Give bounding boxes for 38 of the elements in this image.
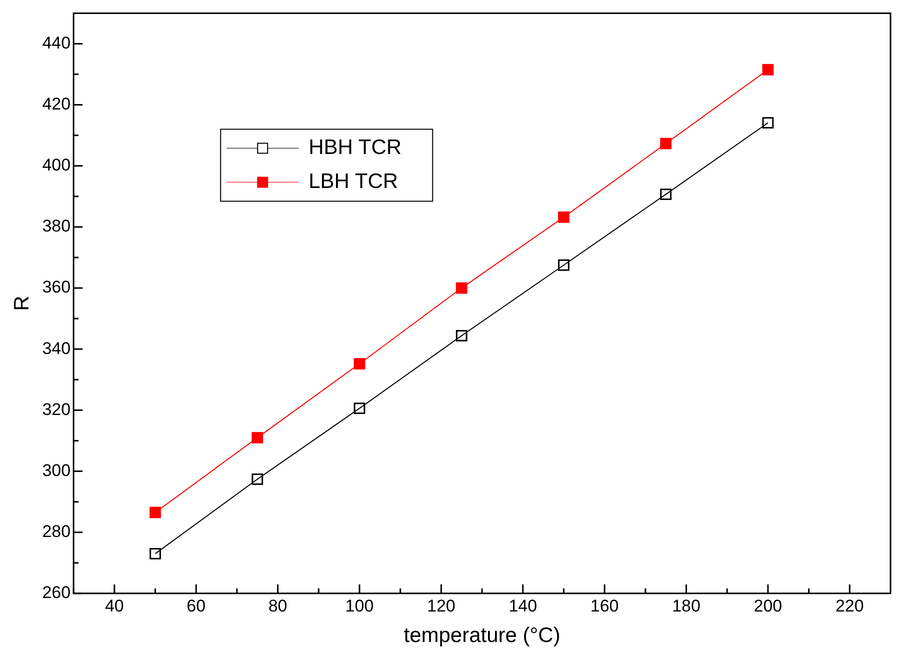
x-tick-label: 220 <box>835 596 864 616</box>
legend-label: LBH TCR <box>308 170 398 194</box>
x-tick-label: 140 <box>508 596 538 616</box>
point <box>762 117 774 129</box>
point <box>660 188 672 200</box>
y-tick-label: 300 <box>42 460 71 480</box>
y-tick-label: 280 <box>42 522 71 542</box>
legend-label: HBH TCR <box>308 136 402 160</box>
point <box>150 506 161 518</box>
point <box>558 259 570 271</box>
x-tick-label: 180 <box>672 596 700 616</box>
point <box>456 282 468 294</box>
point <box>660 138 672 150</box>
point <box>558 211 570 223</box>
point <box>150 548 161 560</box>
y-tick-label: 340 <box>42 338 71 358</box>
x-tick-label: 100 <box>345 596 374 616</box>
x-tick-label: 60 <box>186 596 206 616</box>
x-axis-title: temperature (°C) <box>404 624 560 648</box>
point <box>762 64 774 76</box>
y-tick-label: 420 <box>42 94 71 114</box>
y-axis-title: R <box>10 296 34 311</box>
y-tick-label: 380 <box>42 216 71 236</box>
point <box>354 402 366 414</box>
point <box>252 473 264 485</box>
point <box>252 432 264 444</box>
x-tick-label: 200 <box>754 596 782 616</box>
y-tick-label: 400 <box>42 156 71 175</box>
x-tick-label: 80 <box>268 596 288 616</box>
y-tick-label: 260 <box>42 583 71 602</box>
y-tick-label: 440 <box>42 33 71 52</box>
point <box>354 358 366 370</box>
y-tick-label: 360 <box>42 278 71 297</box>
x-tick-label: 40 <box>104 596 124 616</box>
x-tick-label: 120 <box>427 596 456 616</box>
x-tick-label: 160 <box>590 596 619 616</box>
y-tick-label: 320 <box>42 400 71 419</box>
point <box>456 330 468 342</box>
